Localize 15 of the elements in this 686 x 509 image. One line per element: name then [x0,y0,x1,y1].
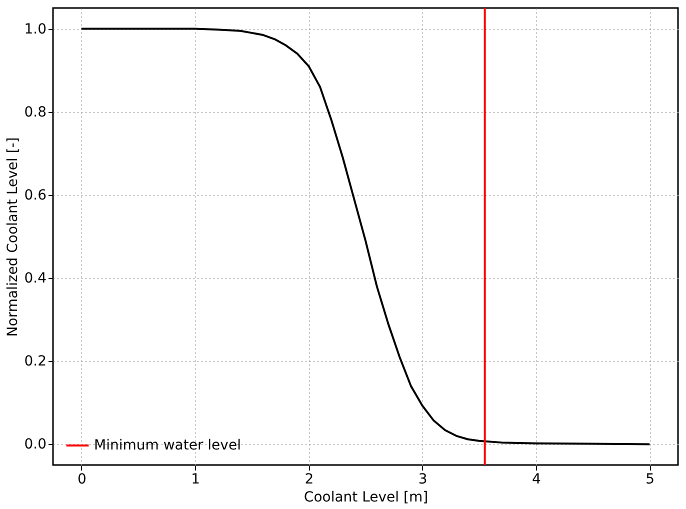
x-tick-label: 4 [532,472,541,488]
y-tick-label: 0.6 [24,187,47,204]
x-tick-label: 1 [191,472,200,488]
y-tick-label: 1.0 [24,21,46,38]
x-tick-label: 0 [77,472,86,488]
x-tick-label: 3 [418,472,428,488]
y-tick-label: 0.0 [24,436,46,453]
x-tick-label: 5 [646,472,655,488]
y-tick-label: 0.4 [24,270,47,287]
y-tick-label: 0.8 [24,104,46,120]
y-axis-title: Normalized Coolant Level [-] [5,137,22,337]
y-tick-label: 0.2 [24,354,46,370]
x-tick-label: 2 [304,472,314,488]
legend-label: Minimum water level [94,438,241,454]
x-axis-title: Coolant Level [m] [304,490,428,506]
